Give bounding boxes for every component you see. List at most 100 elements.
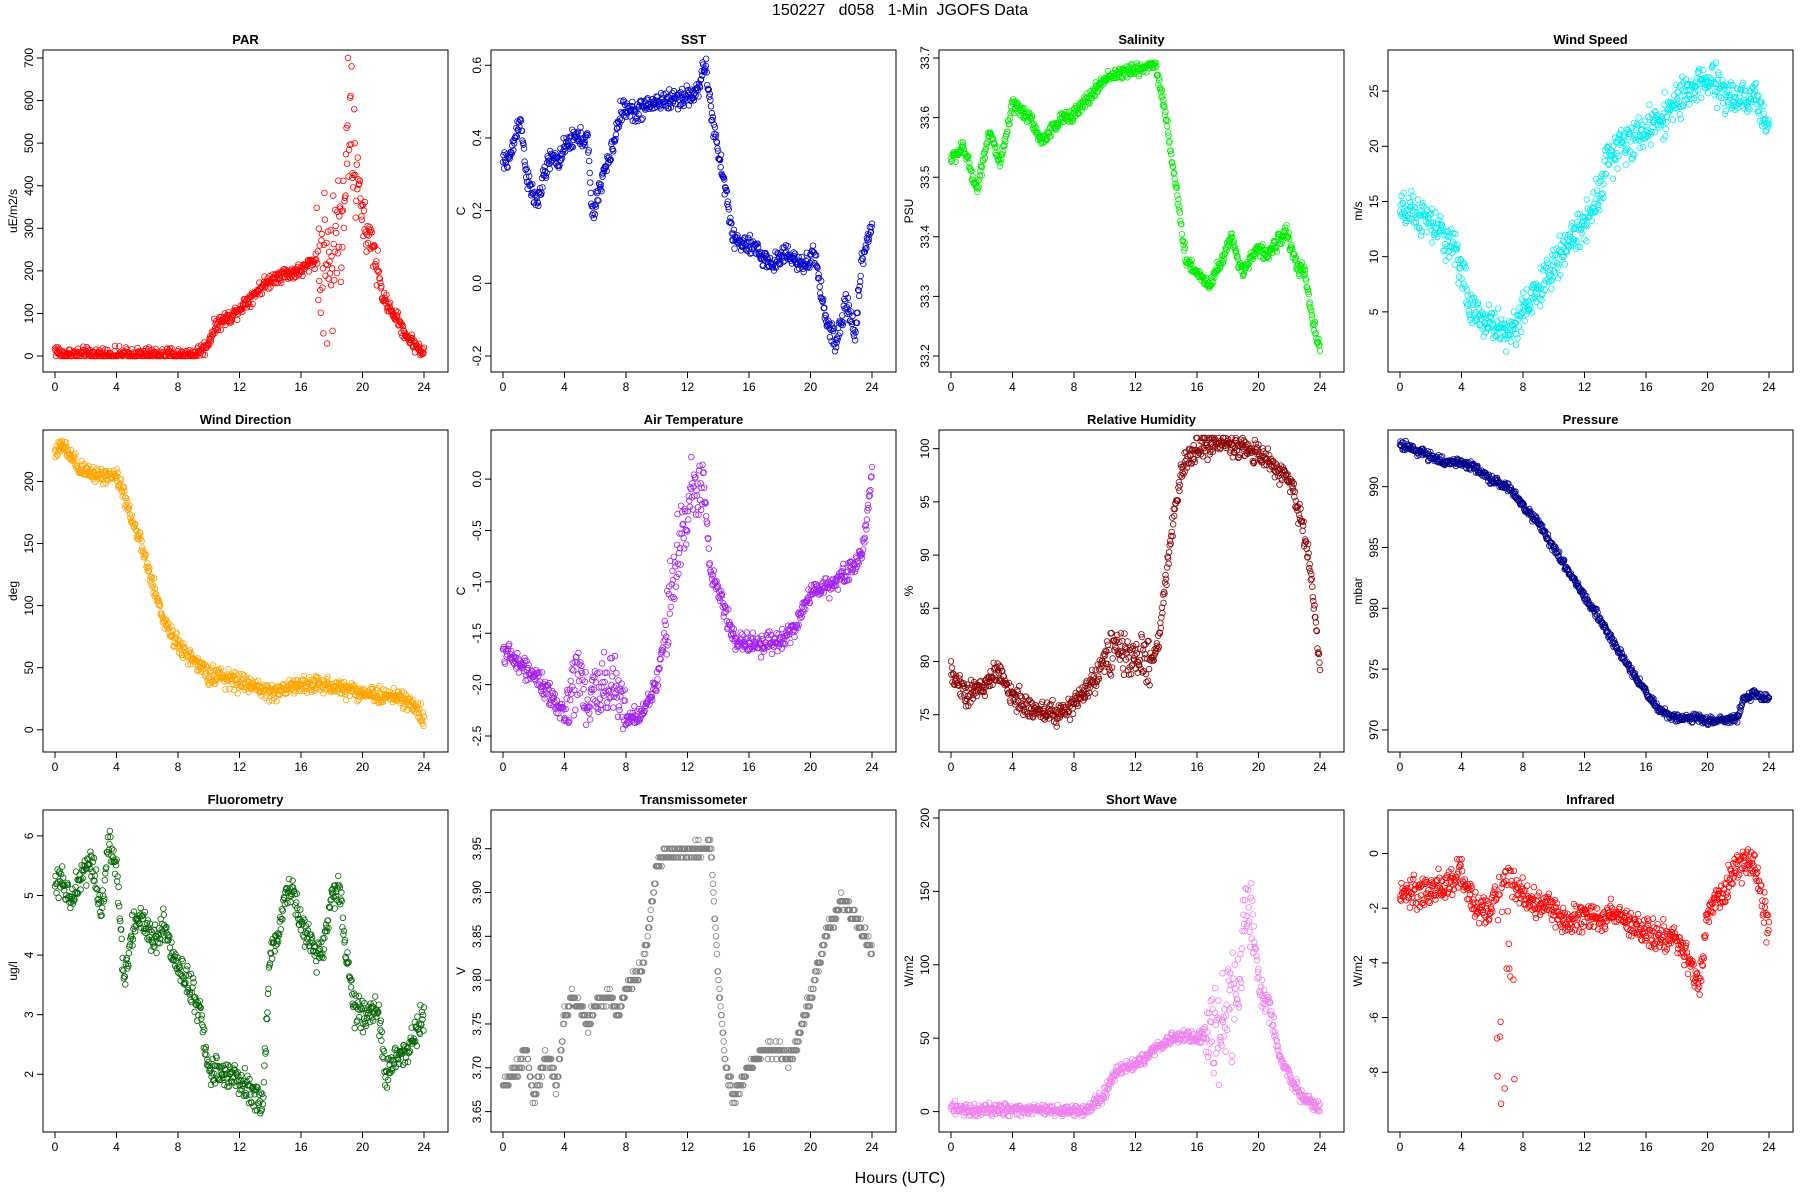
salinity-point (1162, 108, 1169, 116)
sst-point (714, 145, 721, 152)
salinity-point (1305, 290, 1312, 298)
par-point (358, 213, 365, 220)
wind-speed-point (1705, 83, 1713, 90)
sst-point (781, 257, 788, 264)
salinity-point (1094, 88, 1101, 95)
par-point (315, 296, 322, 304)
relative-humidity-point (1003, 680, 1010, 687)
wind-direction-point (228, 675, 236, 683)
sst-point (563, 134, 570, 141)
par-x-tick-label: 24 (417, 380, 431, 394)
air-temperature-point (615, 677, 622, 684)
wind-speed-point (1559, 237, 1567, 245)
sst-point (868, 220, 876, 227)
salinity-point (1314, 338, 1322, 346)
air-temperature-point (744, 634, 751, 641)
sst-point (696, 84, 704, 91)
air-temperature-point (597, 701, 604, 709)
sst-point (758, 249, 765, 257)
sst-point (721, 191, 728, 198)
par-point (351, 139, 358, 147)
sst-point (581, 141, 589, 149)
air-temperature-point (523, 657, 530, 665)
wind-speed-point (1707, 79, 1715, 87)
wind-direction-point (289, 677, 297, 684)
par-point (374, 247, 381, 254)
sst-point (725, 203, 732, 211)
wind-speed-point (1727, 82, 1734, 89)
air-temperature-point (609, 665, 616, 672)
wind-speed-point (1556, 271, 1564, 279)
air-temperature-point (563, 686, 571, 694)
relative-humidity-point (1121, 630, 1128, 637)
relative-humidity-point (1145, 637, 1152, 645)
wind-speed-point (1452, 230, 1459, 238)
sst-point (616, 120, 623, 127)
wind-direction-point (71, 455, 78, 462)
air-temperature-point (737, 629, 744, 636)
par-point (375, 267, 382, 275)
wind-speed-point (1562, 248, 1569, 255)
wind-speed-point (1641, 117, 1648, 124)
wind-direction-point (417, 700, 425, 707)
air-temperature-point (704, 520, 711, 527)
relative-humidity-point (1048, 712, 1056, 719)
relative-humidity-point (1081, 694, 1089, 702)
wind-direction-point (123, 498, 130, 505)
sst-point (598, 187, 605, 195)
relative-humidity-point (1118, 652, 1126, 659)
sst-point (597, 181, 605, 188)
salinity-point (1005, 117, 1012, 124)
salinity-points (947, 59, 1324, 354)
wind-speed-point (1604, 143, 1611, 151)
wind-direction-point (379, 698, 387, 705)
wind-speed-point (1435, 216, 1442, 224)
wind-direction-point (52, 453, 59, 461)
salinity-point (1211, 274, 1218, 281)
wind-speed-point (1500, 320, 1507, 327)
sst-x-tick-label: 24 (865, 380, 879, 394)
par-point (258, 290, 265, 297)
wind-direction-y-tick-label: 150 (22, 533, 36, 553)
par-point (339, 244, 346, 251)
par-point (320, 330, 327, 337)
air-temperature-point (576, 690, 584, 697)
air-temperature-point (578, 662, 585, 669)
air-temperature-point (674, 560, 682, 567)
air-temperature-point (617, 693, 624, 700)
wind-speed-point (1601, 172, 1608, 179)
wind-speed-point (1737, 98, 1744, 105)
wind-speed-point (1623, 146, 1630, 154)
salinity-point (959, 139, 966, 146)
air-temperature-point (760, 648, 767, 655)
sst-point (516, 116, 524, 124)
wind-speed-point (1526, 301, 1533, 309)
air-temperature-point (677, 561, 684, 568)
par-point (375, 268, 382, 276)
salinity-point (1272, 245, 1280, 252)
air-temperature-point (508, 647, 515, 655)
wind-speed-point (1434, 220, 1442, 227)
air-temperature-point (528, 667, 535, 674)
salinity-point (1188, 256, 1195, 264)
air-temperature-title: Air Temperature (644, 412, 743, 427)
wind-speed-point (1635, 137, 1643, 144)
salinity-point (1164, 129, 1172, 136)
salinity-point (1286, 235, 1293, 243)
sst-y-tick-label: -0.2 (470, 345, 484, 366)
air-temperature-y-tick-label: -1.5 (470, 623, 484, 644)
relative-humidity-point (1160, 599, 1167, 607)
wind-speed-point (1517, 328, 1525, 335)
par-x-tick-label: 12 (233, 380, 247, 394)
wind-speed-point (1485, 301, 1492, 308)
par-point (314, 248, 321, 255)
air-temperature-point (661, 617, 668, 625)
wind-speed-point (1493, 333, 1500, 340)
sst-point (721, 183, 729, 191)
air-temperature-point (598, 660, 606, 667)
relative-humidity-point (947, 658, 955, 665)
par-point (378, 283, 385, 290)
air-temperature-point (569, 683, 576, 690)
wind-speed-point (1473, 316, 1481, 324)
wind-speed-point (1673, 95, 1681, 103)
